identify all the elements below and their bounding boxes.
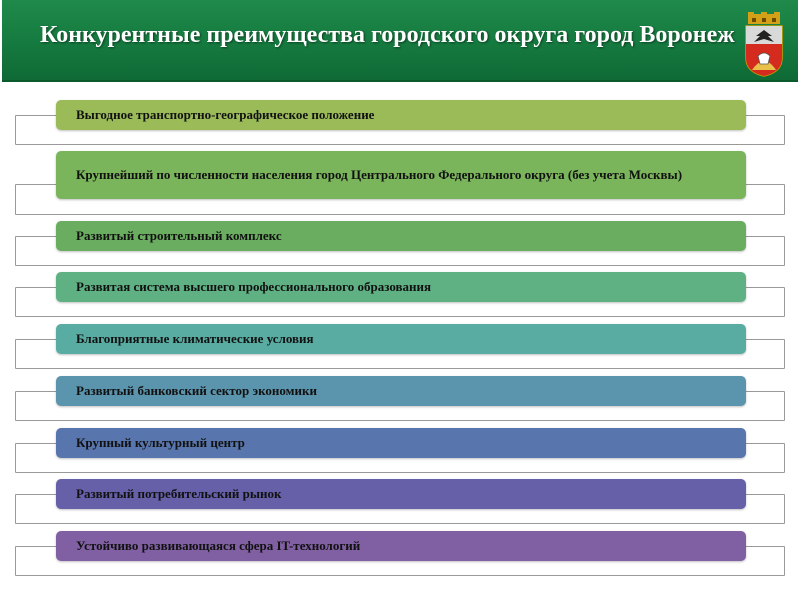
item-bar: Развитый строительный комплекс xyxy=(56,221,746,251)
item-label: Благоприятные климатические условия xyxy=(76,331,314,346)
list-item: Крупнейший по численности населения горо… xyxy=(15,151,785,215)
item-bar: Благоприятные климатические условия xyxy=(56,324,746,354)
list-item: Развитый строительный комплекс xyxy=(15,221,785,266)
item-label: Крупный культурный центр xyxy=(76,435,245,450)
item-bar: Выгодное транспортно-географическое поло… xyxy=(56,100,746,130)
list-item: Развитая система высшего профессионально… xyxy=(15,272,785,317)
item-label: Развитый потребительский рынок xyxy=(76,486,282,501)
list-item: Развитый потребительский рынок xyxy=(15,479,785,524)
item-bar: Развитый банковский сектор экономики xyxy=(56,376,746,406)
list-item: Выгодное транспортно-географическое поло… xyxy=(15,100,785,145)
list-item: Благоприятные климатические условия xyxy=(15,324,785,369)
title-banner: Конкурентные преимущества городского окр… xyxy=(2,0,798,82)
list-item: Крупный культурный центр xyxy=(15,428,785,473)
item-label: Развитая система высшего профессионально… xyxy=(76,279,432,294)
item-bar: Развитая система высшего профессионально… xyxy=(56,272,746,302)
item-label: Выгодное транспортно-географическое поло… xyxy=(76,107,375,122)
item-bar: Развитый потребительский рынок xyxy=(56,479,746,509)
item-bar: Крупный культурный центр xyxy=(56,428,746,458)
coat-of-arms-icon xyxy=(745,12,783,77)
item-label: Крупнейший по численности населения горо… xyxy=(76,167,683,182)
item-bar: Крупнейший по численности населения горо… xyxy=(56,151,746,199)
list-item: Устойчиво развивающаяся сфера IT-техноло… xyxy=(15,531,785,576)
page-title: Конкурентные преимущества городского окр… xyxy=(40,22,735,48)
list-item: Развитый банковский сектор экономики xyxy=(15,376,785,421)
item-label: Развитый строительный комплекс xyxy=(76,228,282,243)
item-bar: Устойчиво развивающаяся сфера IT-техноло… xyxy=(56,531,746,561)
item-label: Развитый банковский сектор экономики xyxy=(76,383,317,398)
item-label: Устойчиво развивающаяся сфера IT-техноло… xyxy=(76,538,361,553)
